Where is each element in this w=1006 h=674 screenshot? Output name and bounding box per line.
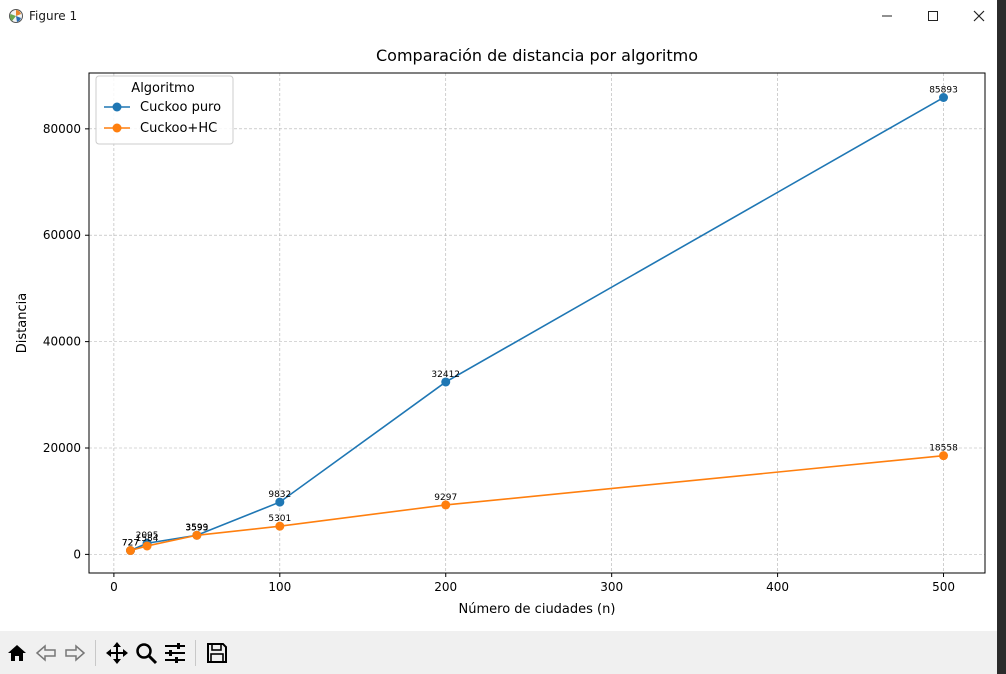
data-label: 2095 (136, 531, 159, 541)
data-label: 3599 (185, 523, 208, 533)
series-layer (125, 93, 949, 556)
legend-label: Cuckoo+HC (140, 121, 217, 136)
data-point (125, 546, 135, 556)
legend-swatch-marker (112, 102, 122, 112)
data-label: 1584 (136, 534, 159, 544)
title-bar: Figure 1 (0, 0, 1002, 31)
x-tick-label: 200 (434, 580, 457, 594)
window-controls (864, 0, 1002, 31)
navigation-toolbar (0, 631, 1003, 674)
save-icon (207, 642, 227, 663)
configure-subplots-button[interactable] (161, 639, 189, 667)
y-tick-label: 80000 (43, 122, 81, 136)
y-tick-label: 20000 (43, 441, 81, 455)
data-label: 18558 (929, 444, 958, 454)
axis-ticks: 0 100 200 300 400 500 0 20000 40000 60000 80000 (43, 122, 955, 594)
legend: Algoritmo Cuckoo puro Cuckoo+HC (95, 75, 234, 145)
data-label: 85893 (929, 86, 958, 96)
x-tick-label: 500 (932, 580, 955, 594)
close-button[interactable] (956, 0, 1002, 31)
x-axis-label: Número de ciudades (n) (459, 602, 616, 617)
data-point (939, 451, 949, 461)
data-label: 9297 (434, 493, 457, 503)
close-icon (973, 10, 985, 21)
legend-label: Cuckoo puro (140, 100, 221, 115)
data-point (142, 541, 152, 551)
zoom-icon (136, 642, 158, 664)
series-line (130, 96, 944, 552)
y-tick-label: 40000 (43, 335, 81, 349)
toolbar-separator (95, 639, 96, 666)
data-point (441, 377, 451, 387)
minimize-button[interactable] (864, 0, 910, 31)
data-point (192, 530, 202, 540)
y-tick-label: 60000 (43, 228, 81, 242)
x-tick-label: 0 (110, 580, 118, 594)
data-label: 3593 (185, 523, 208, 533)
data-point (441, 500, 451, 510)
home-button[interactable] (3, 639, 31, 667)
data-label: 727 (122, 539, 139, 549)
series-line (130, 454, 944, 552)
data-point (275, 497, 285, 507)
data-label: 727 (122, 539, 139, 549)
background-window-edge (997, 0, 1006, 674)
data-labels: 7272095359998323241285893727158435935301… (122, 86, 958, 549)
pan-button[interactable] (103, 639, 131, 667)
toolbar-separator (195, 639, 196, 666)
grid-lines (89, 73, 985, 573)
back-button[interactable] (32, 639, 60, 667)
y-axis-label: Distancia (15, 293, 30, 353)
window-title: Figure 1 (29, 8, 78, 23)
data-point (939, 93, 949, 103)
legend-title: Algoritmo (131, 81, 194, 96)
forward-icon (65, 643, 86, 662)
home-icon (8, 644, 26, 661)
figure-canvas[interactable]: Comparación de distancia por algoritmo 7… (0, 31, 1003, 631)
chart-title: Comparación de distancia por algoritmo (376, 46, 698, 65)
configure-subplots-icon (165, 642, 185, 663)
y-tick-label: 0 (73, 547, 81, 561)
zoom-button[interactable] (132, 639, 160, 667)
save-button[interactable] (203, 639, 231, 667)
x-tick-label: 300 (600, 580, 623, 594)
forward-button[interactable] (61, 639, 89, 667)
data-label: 9832 (268, 490, 291, 500)
data-label: 32412 (431, 370, 460, 380)
x-tick-label: 100 (268, 580, 291, 594)
axes-frame (88, 72, 986, 574)
minimize-icon (882, 15, 892, 16)
data-label: 5301 (268, 514, 291, 524)
legend-entries: Cuckoo puro Cuckoo+HC (104, 100, 221, 136)
data-point (275, 521, 285, 531)
maximize-button[interactable] (910, 0, 956, 31)
x-tick-label: 400 (766, 580, 789, 594)
back-icon (35, 643, 56, 662)
pan-icon (106, 641, 128, 664)
matplotlib-logo-icon (9, 8, 23, 23)
legend-swatch-marker (112, 123, 122, 133)
line-chart: Comparación de distancia por algoritmo 7… (15, 46, 986, 617)
legend-box (95, 75, 234, 145)
maximize-icon (928, 10, 938, 21)
